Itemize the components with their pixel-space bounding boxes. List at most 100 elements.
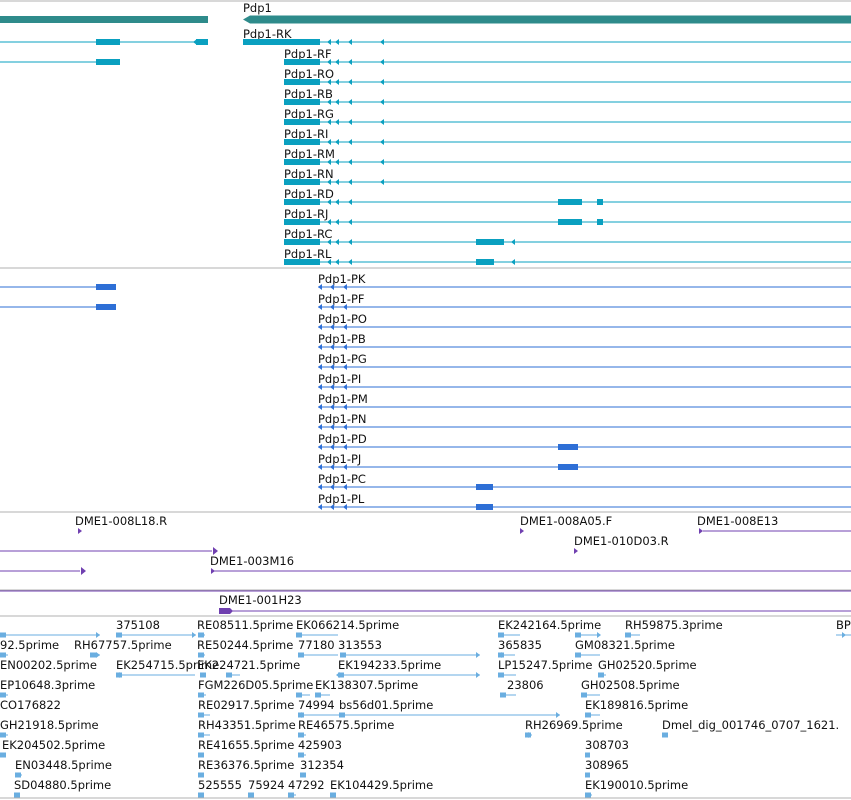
- left-arrow-icon: [330, 324, 334, 330]
- transcript-pdp1-ro[interactable]: Pdp1-RO: [284, 67, 851, 85]
- left-arrow-icon: [327, 259, 331, 265]
- transcript-label: Pdp1-RB: [284, 87, 333, 101]
- left-arrow-icon: [380, 179, 384, 185]
- est-label: 375108: [116, 618, 160, 632]
- right-arrow-icon: [597, 632, 601, 638]
- left-arrow-icon: [498, 652, 502, 658]
- est-label: RH26969.5prime: [525, 718, 623, 732]
- transcript-pdp1-pn[interactable]: Pdp1-PN: [318, 412, 851, 430]
- transcript-label: Pdp1-RN: [284, 167, 334, 181]
- left-arrow-icon: [327, 239, 331, 245]
- est-label: RH43351.5prime: [198, 718, 296, 732]
- transcript-pdp1-pd[interactable]: Pdp1-PD: [318, 432, 851, 450]
- transcript-pdp1-rc[interactable]: Pdp1-RC: [284, 227, 851, 245]
- left-arrow-icon: [380, 139, 384, 145]
- left-arrow-icon: [348, 159, 352, 165]
- transcript-pdp1-pf[interactable]: Pdp1-PF: [318, 292, 851, 310]
- est-label: EK254715.5prime: [116, 658, 219, 672]
- transcript-pdp1-rn[interactable]: Pdp1-RN: [284, 167, 851, 185]
- transcript-pdp1-ri[interactable]: Pdp1-RI: [284, 127, 851, 145]
- left-arrow-icon: [330, 464, 334, 470]
- exon-block: [597, 219, 603, 225]
- est-label: RE08511.5prime: [197, 618, 293, 632]
- est-block: [598, 672, 604, 678]
- left-arrow-icon: [330, 484, 334, 490]
- left-arrow-icon: [343, 464, 347, 470]
- left-arrow-icon: [330, 504, 334, 510]
- transcript-pdp1-rk[interactable]: Pdp1-RK: [243, 27, 851, 45]
- est-label: 313553: [338, 638, 382, 652]
- left-arrow-icon: [330, 344, 334, 350]
- transcript-label: Pdp1-PJ: [318, 452, 361, 466]
- est-label: 425903: [298, 738, 342, 752]
- est-label: 47292: [288, 778, 325, 792]
- est-block: [198, 772, 204, 778]
- left-arrow-icon: [298, 712, 302, 718]
- est-block: [0, 632, 6, 638]
- est-block: [0, 692, 6, 698]
- left-arrow-icon: [318, 444, 322, 450]
- transcript-pdp1-pg[interactable]: Pdp1-PG: [318, 352, 851, 370]
- transcript-label: Pdp1-PI: [318, 372, 361, 386]
- est-label: FGM226D05.5prime: [198, 678, 313, 692]
- transcript-pdp1-rb[interactable]: Pdp1-RB: [284, 87, 851, 105]
- est-label: BP: [836, 618, 851, 632]
- est-label: EK189816.5prime: [585, 698, 688, 712]
- left-arrow-icon: [348, 99, 352, 105]
- transcript-pdp1-pj[interactable]: Pdp1-PJ: [318, 452, 851, 470]
- transcript-pdp1-pc[interactable]: Pdp1-PC: [318, 472, 851, 490]
- transcript-pdp1-rj[interactable]: Pdp1-RJ: [284, 207, 851, 225]
- left-arrow-icon: [330, 404, 334, 410]
- transcript-pdp1-pm[interactable]: Pdp1-PM: [318, 392, 851, 410]
- est-block: [226, 672, 232, 678]
- est-block: [90, 652, 96, 658]
- est-label: EN00202.5prime: [0, 658, 97, 672]
- est-block: [338, 672, 344, 678]
- est-label: GM08321.5prime: [575, 638, 675, 652]
- est-block: [200, 672, 206, 678]
- exon-block: [96, 39, 120, 45]
- exon-block: [196, 39, 208, 45]
- transcript-pdp1-rd[interactable]: Pdp1-RD: [284, 187, 851, 205]
- transcript-pdp1-rl[interactable]: Pdp1-RL: [284, 247, 851, 265]
- est-label: EK138307.5prime: [315, 678, 418, 692]
- transcript-pdp1-rg[interactable]: Pdp1-RG: [284, 107, 851, 125]
- left-arrow-icon: [348, 139, 352, 145]
- transcript-pdp1-po[interactable]: Pdp1-PO: [318, 312, 851, 330]
- left-arrow-icon: [335, 199, 339, 205]
- left-arrow-icon: [348, 199, 352, 205]
- transcript-pdp1-pb[interactable]: Pdp1-PB: [318, 332, 851, 350]
- est-label: 525555: [198, 778, 242, 792]
- left-arrow-icon: [335, 119, 339, 125]
- est-label: EK204502.5prime: [2, 738, 105, 752]
- est-label: CO176822: [0, 698, 61, 712]
- est-block: [300, 772, 306, 778]
- left-arrow-icon: [335, 239, 339, 245]
- exon-block: [476, 484, 493, 490]
- transcript-pdp1-rf[interactable]: Pdp1-RF: [284, 47, 851, 65]
- gene-block[interactable]: [243, 15, 851, 24]
- transcript-pdp1-pl[interactable]: Pdp1-PL: [318, 492, 851, 510]
- transcript-label: Pdp1-PM: [318, 392, 368, 406]
- left-arrow-icon: [330, 444, 334, 450]
- left-arrow-icon: [335, 59, 339, 65]
- est-label: EK190010.5prime: [585, 778, 688, 792]
- left-arrow-icon: [330, 304, 334, 310]
- exon-block: [96, 59, 120, 65]
- transcript-label: Pdp1-RC: [284, 227, 332, 241]
- est-label: EK242164.5prime: [498, 618, 601, 632]
- est-track: 375108 RE08511.5prime EK066214.5prime EK242…: [0, 618, 851, 798]
- transcript-pdp1-pk[interactable]: Pdp1-PK: [318, 272, 851, 290]
- est-block: [198, 752, 204, 758]
- est-block: [0, 752, 6, 758]
- left-arrow-icon: [348, 219, 352, 225]
- est-block: [198, 792, 204, 798]
- left-arrow-icon: [327, 79, 331, 85]
- transcript-pdp1-rm[interactable]: Pdp1-RM: [284, 147, 851, 165]
- right-arrow-icon: [842, 632, 846, 638]
- transcript-pdp1-pi[interactable]: Pdp1-PI: [318, 372, 851, 390]
- est-block: [585, 752, 590, 758]
- clone-block: [219, 608, 233, 614]
- left-arrow-icon: [343, 344, 347, 350]
